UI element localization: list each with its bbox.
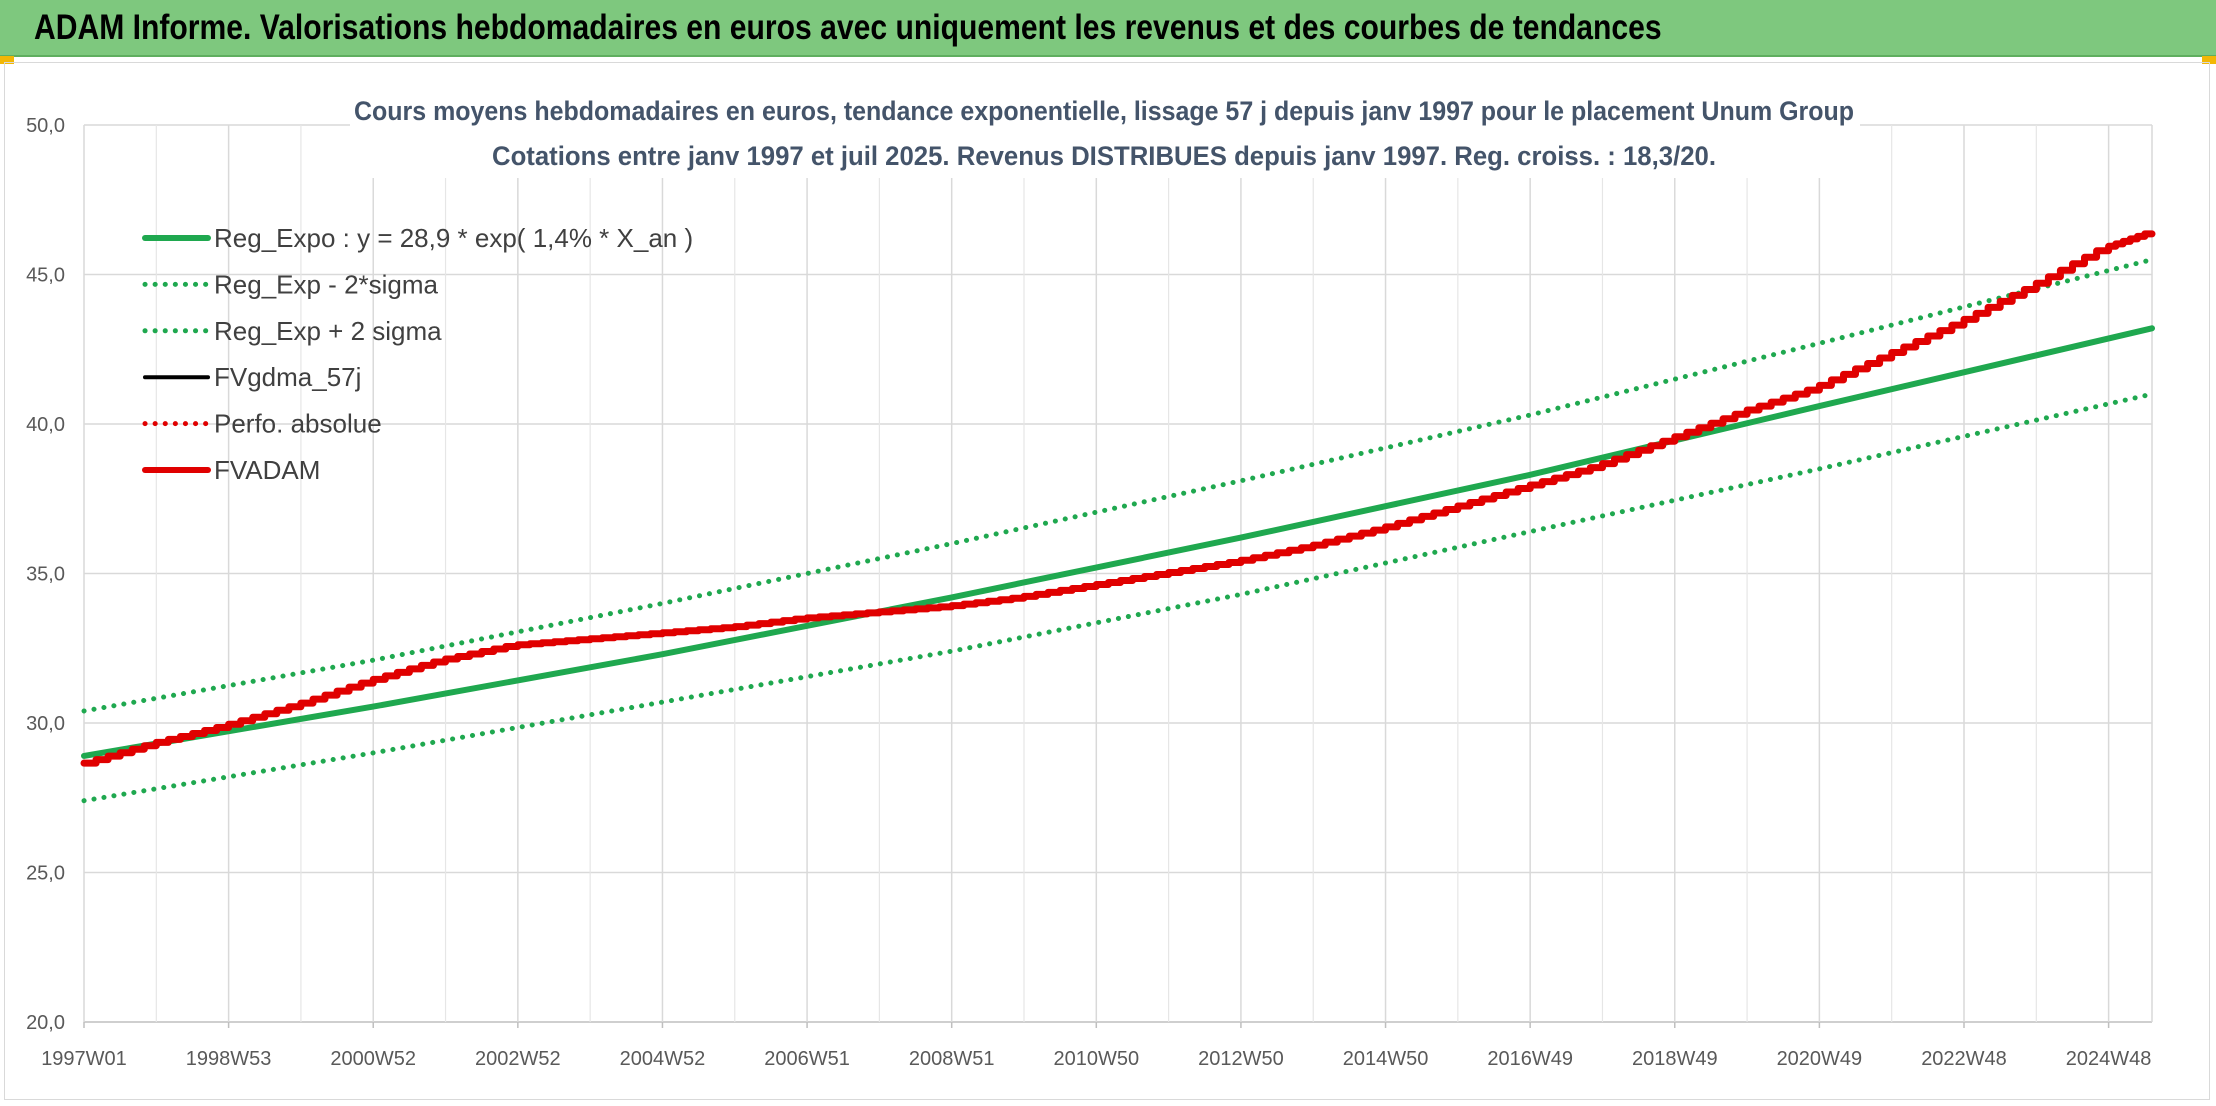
x-tick-label: 2004W52: [620, 1048, 706, 1070]
y-tick-label: 30,0: [26, 713, 65, 735]
series-lines: [80, 230, 2156, 804]
x-tick-label: 2002W52: [475, 1048, 561, 1070]
legend-label-0: Reg_Expo : y = 28,9 * exp( 1,4% * X_an ): [214, 223, 693, 253]
series-line-1: [81, 391, 2155, 804]
corner-marker-right: [2202, 56, 2216, 64]
y-tick-label: 35,0: [26, 564, 65, 586]
chart-frame: [4, 62, 2210, 1100]
series-line-2: [81, 257, 2155, 714]
legend-label-5: FVADAM: [214, 455, 320, 485]
series-line-0: [81, 325, 2155, 759]
x-tick-label: 1997W01: [41, 1048, 127, 1070]
x-tick-label: 2014W50: [1343, 1048, 1429, 1070]
x-tick-label: 2006W51: [764, 1048, 850, 1070]
legend-label-3: FVgdma_57j: [214, 362, 361, 392]
y-tick-label: 25,0: [26, 863, 65, 885]
corner-marker-left: [0, 56, 14, 64]
banner-title: ADAM Informe. Valorisations hebdomadaire…: [34, 8, 1662, 47]
grid: [83, 124, 2153, 1023]
legend: Reg_Expo : y = 28,9 * exp( 1,4% * X_an )…: [142, 223, 693, 485]
x-tick-label: 2024W48: [2066, 1048, 2152, 1070]
y-tick-label: 50,0: [26, 115, 65, 137]
y-tick-label: 20,0: [26, 1012, 65, 1034]
x-tick-label: 2010W50: [1053, 1048, 1139, 1070]
x-tick-label: 1998W53: [186, 1048, 272, 1070]
x-tick-label: 2016W49: [1487, 1048, 1573, 1070]
chart-title-line2: Cotations entre janv 1997 et juil 2025. …: [492, 141, 1716, 171]
legend-label-1: Reg_Exp - 2*sigma: [214, 269, 439, 299]
x-tick-label: 2012W50: [1198, 1048, 1284, 1070]
x-tick-label: 2008W51: [909, 1048, 995, 1070]
chart-title-line1: Cours moyens hebdomadaires en euros, ten…: [354, 96, 1854, 126]
x-tick-label: 2020W49: [1777, 1048, 1863, 1070]
y-tick-label: 40,0: [26, 414, 65, 436]
series-line-5: [80, 230, 2156, 767]
y-tick-label: 45,0: [26, 265, 65, 287]
x-axis-ticks: 1997W01 1998W53 2000W52 2002W52 2004W52 2006W…: [41, 1022, 2151, 1070]
x-tick-label: 2022W48: [1921, 1048, 2007, 1070]
legend-label-4: Perfo. absolue: [214, 409, 382, 439]
legend-label-2: Reg_Exp + 2 sigma: [214, 316, 442, 346]
chart-title-background: [350, 88, 1860, 178]
x-tick-label: 2018W49: [1632, 1048, 1718, 1070]
x-tick-label: 2000W52: [330, 1048, 416, 1070]
y-axis-ticks: 20,0 25,0 30,0 35,0 40,0 45,0 50,0: [26, 115, 65, 1034]
report-banner: ADAM Informe. Valorisations hebdomadaire…: [0, 0, 2216, 57]
